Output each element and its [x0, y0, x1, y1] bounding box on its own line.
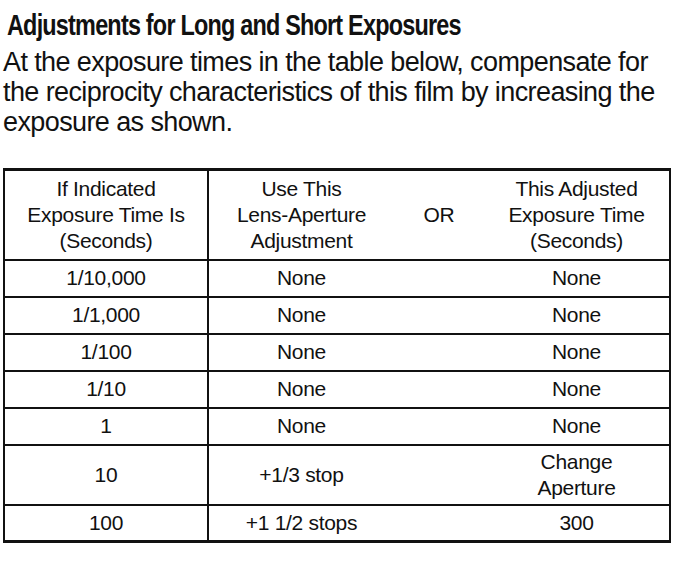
cell-indicated-time: 1/10,000 — [4, 260, 208, 297]
cell-lens-adjustment: +1/3 stop — [208, 445, 394, 505]
header-or-label: OR — [394, 170, 484, 260]
cell-lens-adjustment: None — [208, 334, 394, 371]
cell-lens-adjustment: None — [208, 408, 394, 445]
table-row: 1/10,000 None None — [4, 260, 670, 297]
cell-or-spacer — [394, 445, 484, 505]
header-lens-aperture-adjustment: Use This Lens-Aperture Adjustment — [208, 170, 394, 260]
intro-line: the reciprocity characteristics of this … — [3, 77, 680, 107]
cell-indicated-time: 1/100 — [4, 334, 208, 371]
table-row: 1/10 None None — [4, 371, 670, 408]
cell-indicated-time: 100 — [4, 505, 208, 542]
exposure-adjustment-table: If Indicated Exposure Time Is (Seconds) … — [3, 168, 671, 543]
table-row: 1 None None — [4, 408, 670, 445]
table-header-row: If Indicated Exposure Time Is (Seconds) … — [4, 170, 670, 260]
cell-adjusted-time: None — [484, 297, 670, 334]
intro-line: exposure as shown. — [3, 107, 680, 137]
cell-lens-adjustment: None — [208, 297, 394, 334]
cell-or-spacer — [394, 408, 484, 445]
cell-adjusted-time: None — [484, 260, 670, 297]
cell-adjusted-time: None — [484, 334, 670, 371]
cell-or-spacer — [394, 297, 484, 334]
document-page: Adjustments for Long and Short Exposures… — [0, 0, 680, 543]
table-row: 10 +1/3 stop Change Aperture — [4, 445, 670, 505]
cell-lens-adjustment: +1 1/2 stops — [208, 505, 394, 542]
cell-indicated-time: 1/10 — [4, 371, 208, 408]
cell-or-spacer — [394, 371, 484, 408]
intro-line: At the exposure times in the table below… — [3, 47, 680, 77]
header-adjusted-exposure-time: This Adjusted Exposure Time (Seconds) — [484, 170, 670, 260]
table-row: 100 +1 1/2 stops 300 — [4, 505, 670, 542]
intro-paragraph: At the exposure times in the table below… — [3, 47, 680, 137]
cell-adjusted-time: None — [484, 408, 670, 445]
cell-lens-adjustment: None — [208, 260, 394, 297]
cell-or-spacer — [394, 260, 484, 297]
cell-or-spacer — [394, 334, 484, 371]
cell-adjusted-time: None — [484, 371, 670, 408]
table-row: 1/100 None None — [4, 334, 670, 371]
header-indicated-exposure-time: If Indicated Exposure Time Is (Seconds) — [4, 170, 208, 260]
cell-indicated-time: 1 — [4, 408, 208, 445]
cell-adjusted-time: Change Aperture — [484, 445, 670, 505]
cell-indicated-time: 10 — [4, 445, 208, 505]
cell-or-spacer — [394, 505, 484, 542]
page-title: Adjustments for Long and Short Exposures — [7, 6, 532, 44]
table-row: 1/1,000 None None — [4, 297, 670, 334]
cell-lens-adjustment: None — [208, 371, 394, 408]
cell-indicated-time: 1/1,000 — [4, 297, 208, 334]
cell-adjusted-time: 300 — [484, 505, 670, 542]
